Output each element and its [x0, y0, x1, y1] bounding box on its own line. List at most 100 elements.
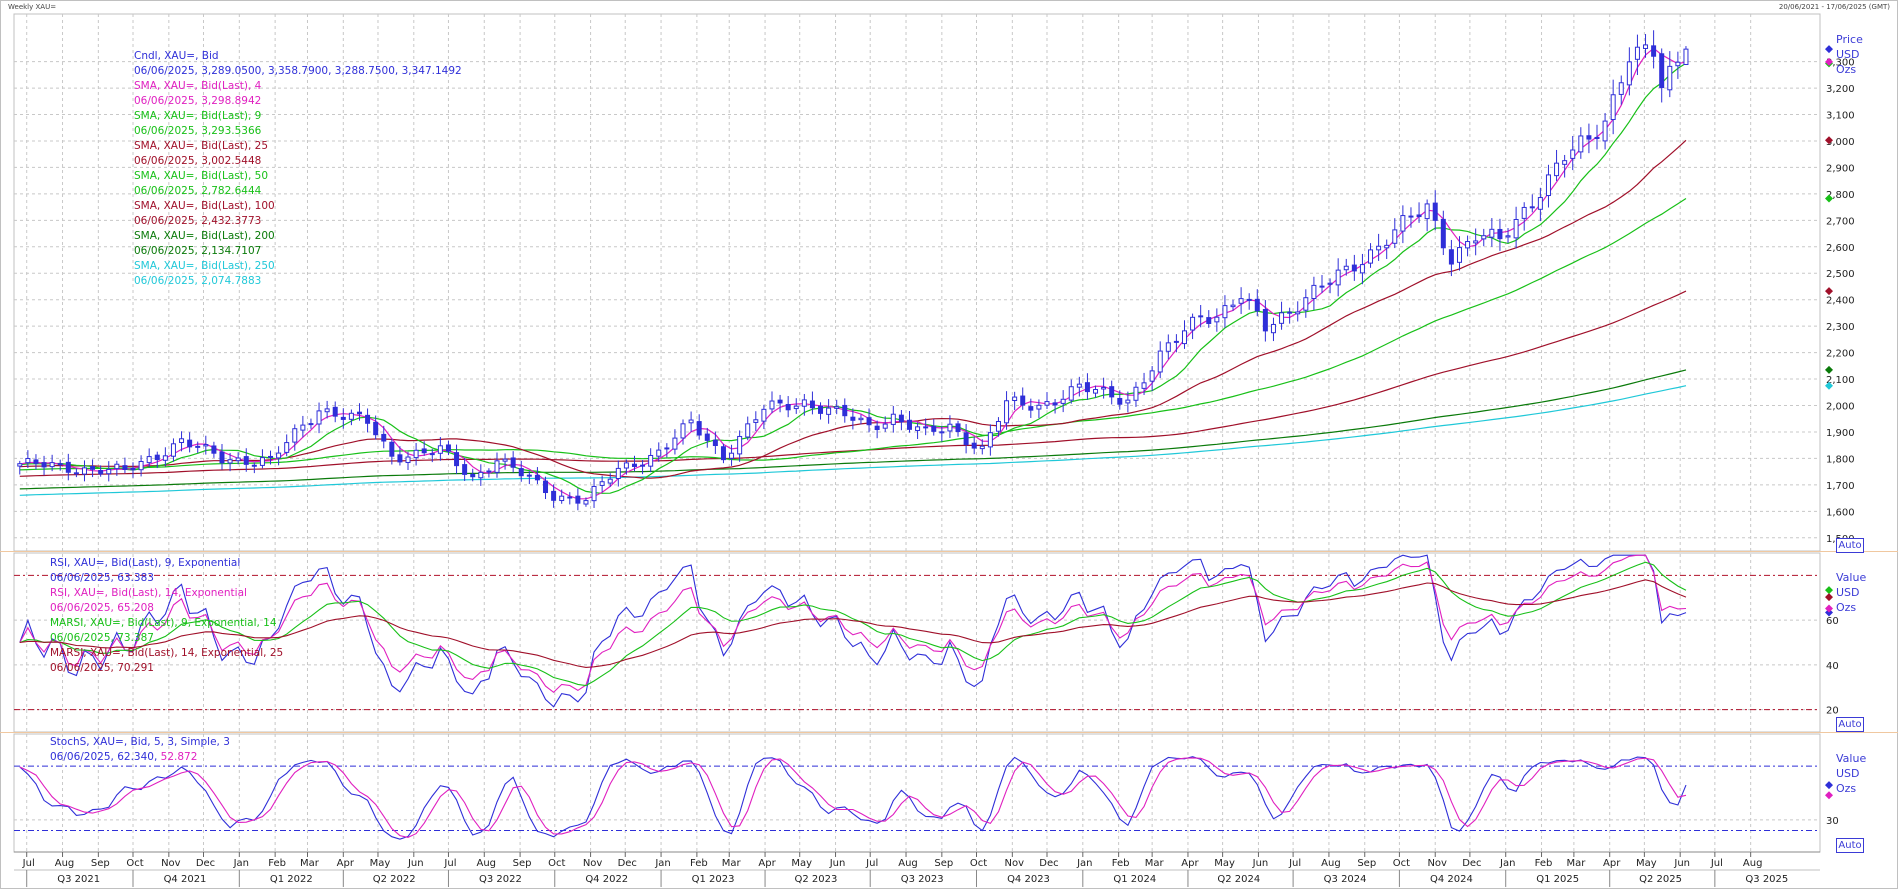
candle-body [898, 414, 904, 423]
candle-body [979, 445, 985, 450]
candle-body [470, 473, 476, 478]
candle-body [219, 451, 225, 464]
candle-body [987, 432, 993, 448]
month-label: Jul [443, 858, 456, 869]
quarter-label: Q3 2023 [901, 874, 944, 885]
legend-entry: 06/06/2025, 65.208 [50, 602, 154, 614]
month-label: Feb [1112, 858, 1130, 869]
month-label: Nov [161, 858, 181, 869]
price-tick-label: 2,000 [1826, 402, 1855, 413]
candle-body [1246, 298, 1252, 301]
month-label: Sep [1357, 858, 1376, 869]
candle-body [365, 414, 371, 424]
candle-body [1279, 312, 1285, 324]
price-axis-title: Price USD Ozs [1836, 32, 1863, 77]
candle-body [890, 413, 896, 425]
price-tick-label: 1,800 [1826, 454, 1855, 465]
rsi-series [19, 554, 1687, 708]
candle-body [1351, 264, 1357, 272]
candle-body [340, 416, 346, 420]
month-label: Feb [690, 858, 708, 869]
month-label: Oct [970, 858, 987, 869]
candle-body [81, 467, 87, 475]
candle-body [591, 485, 597, 502]
candle-body [106, 468, 112, 475]
month-label: Aug [898, 858, 918, 869]
candle-body [1440, 218, 1446, 249]
panel-separator[interactable] [0, 551, 1898, 552]
candle-body [1416, 214, 1422, 218]
month-label: Mar [1145, 858, 1165, 869]
legend-entry: MARSI, XAU=, Bid(Last), 9, Exponential, … [50, 617, 277, 629]
candle-body [308, 423, 314, 426]
price-tick-label: 2,400 [1826, 296, 1855, 307]
candle-body [971, 442, 977, 449]
legend-entry: 06/06/2025, 3,289.0500, 3,358.7900, 3,28… [134, 65, 462, 77]
price-tick-label: 2,100 [1826, 375, 1855, 386]
sma-200-line [19, 369, 1687, 490]
candle-body [672, 437, 678, 450]
candle-body [1238, 298, 1244, 304]
candle-body [704, 433, 710, 441]
candle-body [154, 454, 160, 461]
candle-body [421, 448, 427, 454]
rsi-auto-button[interactable]: Auto [1836, 717, 1864, 732]
candle-body [1084, 382, 1090, 393]
candle-body [179, 438, 185, 443]
panel-separator[interactable] [0, 732, 1898, 733]
candle-body [1521, 206, 1527, 219]
month-label: Mar [300, 858, 320, 869]
candle-body [235, 457, 241, 462]
candle-body [745, 423, 751, 438]
stoch-axis-title: Value USD Ozs [1836, 751, 1866, 796]
candle-body [1513, 218, 1519, 239]
legend-entry: 06/06/2025, 2,134.7107 [134, 245, 262, 257]
candle-body [1133, 386, 1139, 401]
candle-body [688, 419, 694, 424]
candle-body [923, 426, 929, 429]
month-label: Dec [1462, 858, 1481, 869]
candle-body [510, 457, 516, 468]
legend-entry: SMA, XAU=, Bid(Last), 250 [134, 260, 275, 272]
price-tick-label: 3,000 [1826, 137, 1855, 148]
candle-body [534, 474, 540, 481]
candle-body [631, 463, 637, 467]
stoch-legend-date: 06/06/2025, [50, 751, 118, 763]
candle-body [1594, 136, 1600, 140]
price-tick-label: 2,200 [1826, 349, 1855, 360]
candle-body [389, 441, 395, 457]
candle-body [559, 495, 565, 502]
month-label: Apr [758, 858, 776, 869]
price-auto-button[interactable]: Auto [1836, 538, 1864, 553]
candle-body [1327, 282, 1333, 285]
candle-body [187, 439, 193, 448]
axis-title-line: Value [1836, 752, 1867, 765]
candle-body [850, 416, 856, 421]
candle-body [1311, 284, 1317, 299]
candle-body [1270, 323, 1276, 334]
candle-body [381, 433, 387, 442]
candle-body [1303, 297, 1309, 311]
candle-body [1036, 404, 1042, 410]
candle-body [413, 449, 419, 459]
legend-entry: 06/06/2025, 2,782.6444 [134, 185, 262, 197]
stoch-auto-button[interactable]: Auto [1836, 838, 1864, 853]
candle-body [41, 462, 47, 468]
candle-body [858, 417, 864, 421]
candle-body [1012, 396, 1018, 402]
candle-body [1214, 316, 1220, 323]
candle-body [801, 399, 807, 407]
candle-body [963, 432, 969, 446]
candle-body [1254, 298, 1260, 312]
candle-body [1578, 135, 1584, 153]
candle-body [1554, 162, 1560, 177]
month-label: Nov [1427, 858, 1447, 869]
candle-body [284, 442, 290, 453]
month-label: Nov [583, 858, 603, 869]
legend-entry: 06/06/2025, 70.291 [50, 662, 154, 674]
candle-body [1230, 304, 1236, 308]
candle-body [1287, 311, 1293, 314]
candle-body [268, 455, 274, 458]
rsi-axis-title: Value USD Ozs [1836, 570, 1866, 615]
